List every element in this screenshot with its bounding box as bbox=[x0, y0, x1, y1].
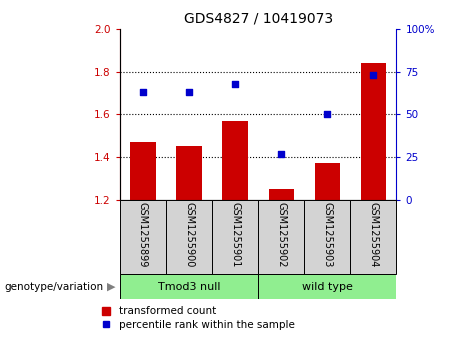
Bar bbox=[304, 200, 350, 274]
Point bbox=[278, 151, 285, 156]
Bar bbox=[314, 163, 340, 200]
Point bbox=[231, 81, 239, 86]
Bar bbox=[120, 200, 166, 274]
Title: GDS4827 / 10419073: GDS4827 / 10419073 bbox=[183, 11, 333, 25]
Bar bbox=[166, 200, 212, 274]
Bar bbox=[350, 200, 396, 274]
Point bbox=[185, 89, 193, 95]
Text: Tmod3 null: Tmod3 null bbox=[158, 282, 220, 292]
Bar bbox=[120, 274, 258, 299]
Point bbox=[139, 89, 147, 95]
Text: GSM1255899: GSM1255899 bbox=[138, 202, 148, 267]
Text: GSM1255904: GSM1255904 bbox=[368, 202, 378, 267]
Text: GSM1255901: GSM1255901 bbox=[230, 202, 240, 267]
Bar bbox=[361, 63, 386, 200]
Text: GSM1255903: GSM1255903 bbox=[322, 202, 332, 267]
Text: ▶: ▶ bbox=[107, 282, 115, 292]
Text: genotype/variation: genotype/variation bbox=[5, 282, 104, 292]
Bar bbox=[130, 142, 156, 200]
Legend: transformed count, percentile rank within the sample: transformed count, percentile rank withi… bbox=[102, 306, 295, 330]
Bar bbox=[176, 146, 202, 200]
Point bbox=[324, 111, 331, 117]
Bar bbox=[258, 200, 304, 274]
Text: wild type: wild type bbox=[302, 282, 353, 292]
Bar bbox=[268, 189, 294, 200]
Point bbox=[370, 72, 377, 78]
Bar bbox=[258, 274, 396, 299]
Bar bbox=[212, 200, 258, 274]
Text: GSM1255902: GSM1255902 bbox=[276, 202, 286, 268]
Bar bbox=[222, 121, 248, 200]
Text: GSM1255900: GSM1255900 bbox=[184, 202, 194, 267]
